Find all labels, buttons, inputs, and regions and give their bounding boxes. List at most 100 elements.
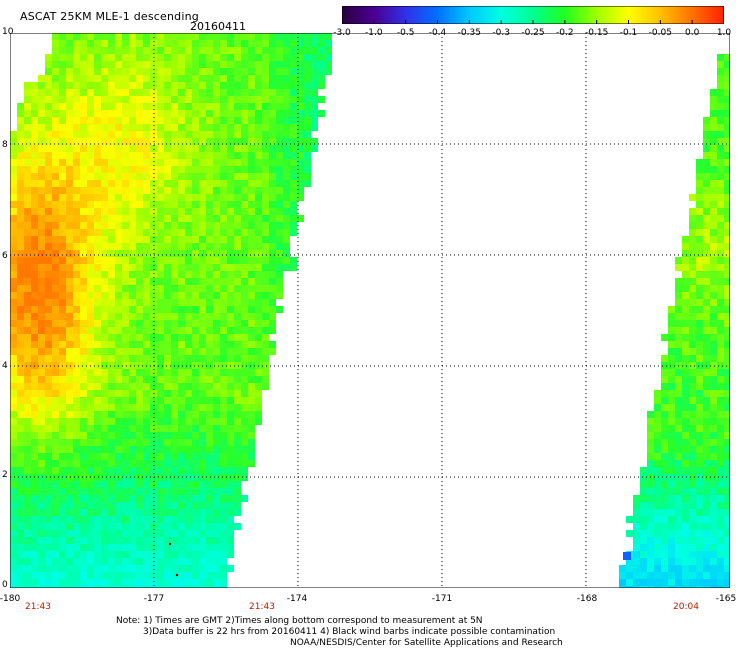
swath-cell [675, 327, 682, 334]
swath-cell [59, 544, 66, 551]
swath-cell [108, 495, 115, 502]
swath-cell [31, 530, 38, 537]
swath-cell [297, 82, 304, 89]
swath-cell [59, 299, 66, 306]
swath-cell [178, 516, 185, 523]
swath-cell [129, 572, 136, 579]
swath-cell [115, 460, 122, 467]
swath-cell [24, 362, 31, 369]
swath-cell [94, 75, 101, 82]
swath-cell [101, 516, 108, 523]
swath-cell [206, 376, 213, 383]
swath-cell [101, 68, 108, 75]
swath-cell [73, 229, 80, 236]
swath-cell [283, 194, 290, 201]
swath-cell [115, 208, 122, 215]
swath-cell [227, 229, 234, 236]
swath-cell [38, 369, 45, 376]
swath-cell [262, 299, 269, 306]
swath-cell [255, 334, 262, 341]
swath-cell [10, 453, 17, 460]
swath-cell [80, 152, 87, 159]
swath-cell [136, 110, 143, 117]
swath-cell [31, 152, 38, 159]
swath-cell [227, 565, 234, 572]
swath-cell [724, 201, 730, 208]
swath-cell [696, 565, 703, 572]
swath-cell [24, 383, 31, 390]
swath-cell [73, 348, 80, 355]
swath-cell [108, 194, 115, 201]
swath-cell [129, 523, 136, 530]
swath-cell [682, 264, 689, 271]
swath-cell [283, 68, 290, 75]
swath-cell [675, 383, 682, 390]
swath-cell [199, 271, 206, 278]
swath-cell [199, 418, 206, 425]
swath-cell [717, 180, 724, 187]
swath-cell [94, 334, 101, 341]
swath-cell [185, 376, 192, 383]
swath-cell [73, 159, 80, 166]
swath-cell [115, 33, 122, 40]
swath-cell [213, 250, 220, 257]
swath-cell [108, 110, 115, 117]
swath-cell [59, 54, 66, 61]
swath-cell [199, 306, 206, 313]
swath-cell [150, 572, 157, 579]
swath-cell [157, 138, 164, 145]
swath-cell [689, 404, 696, 411]
swath-cell [220, 481, 227, 488]
swath-cell [157, 411, 164, 418]
swath-cell [696, 453, 703, 460]
swath-cell [276, 124, 283, 131]
swath-cell [10, 222, 17, 229]
swath-cell [668, 411, 675, 418]
swath-cell [80, 54, 87, 61]
swath-cell [689, 474, 696, 481]
swath-cell [122, 516, 129, 523]
swath-cell [241, 229, 248, 236]
swath-cell [640, 488, 647, 495]
swath-cell [290, 264, 297, 271]
swath-cell [115, 201, 122, 208]
swath-cell [262, 33, 269, 40]
swath-cell [45, 537, 52, 544]
swath-cell [129, 516, 136, 523]
swath-cell [227, 250, 234, 257]
swath-cell [108, 460, 115, 467]
swath-cell [199, 404, 206, 411]
swath-cell [682, 481, 689, 488]
swath-cell [262, 47, 269, 54]
swath-cell [199, 201, 206, 208]
swath-cell [717, 82, 724, 89]
swath-cell [52, 152, 59, 159]
swath-cell [192, 404, 199, 411]
swath-cell [206, 327, 213, 334]
swath-cell [24, 201, 31, 208]
swath-cell [38, 362, 45, 369]
swath-cell [17, 299, 24, 306]
swath-cell [710, 334, 717, 341]
swath-cell [227, 89, 234, 96]
swath-cell [136, 397, 143, 404]
swath-cell [682, 446, 689, 453]
swath-cell [640, 474, 647, 481]
swath-cell [213, 215, 220, 222]
swath-cell [311, 103, 318, 110]
swath-cell [640, 523, 647, 530]
swath-cell [66, 264, 73, 271]
swath-cell [262, 61, 269, 68]
swath-cell [52, 180, 59, 187]
swath-cell [290, 33, 297, 40]
swath-cell [647, 439, 654, 446]
swath-cell [682, 572, 689, 579]
swath-cell [94, 516, 101, 523]
swath-cell [724, 579, 730, 586]
swath-cell [143, 152, 150, 159]
swath-cell [682, 243, 689, 250]
swath-cell [94, 362, 101, 369]
swath-cell [87, 89, 94, 96]
swath-cell [227, 96, 234, 103]
swath-cell [234, 327, 241, 334]
